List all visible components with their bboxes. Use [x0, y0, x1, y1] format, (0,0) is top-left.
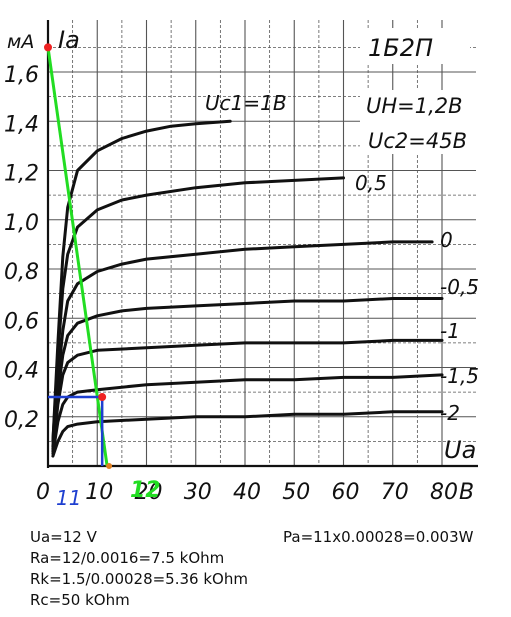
y-tick-label: 0,4 — [4, 359, 39, 384]
y-tick-label: 1,2 — [4, 162, 39, 187]
chart-overlay: 11 12 — [44, 43, 161, 510]
curve-3 — [51, 297, 444, 451]
anode-characteristics-chart: Uc1=1В 0,5 0 -0,5 -1 -1,5 -2 0,2 0,4 0,6 0,8 1,0 1,2… — [4, 20, 479, 510]
curve-label-2: 0 — [440, 228, 453, 252]
y-tick-label: 0,8 — [4, 260, 39, 285]
y-tick-label: 0,2 — [4, 408, 39, 433]
x-tick-label: 10 — [85, 480, 113, 505]
curve-label-6: -2 — [440, 401, 460, 425]
y-tick-label: 1,6 — [4, 63, 39, 88]
x-tick-label: 60 — [332, 480, 360, 505]
curve-0 — [51, 119, 232, 443]
y-unit-label: мА — [7, 31, 34, 53]
note-rc: Rc=50 kOhm — [30, 591, 130, 609]
x-tick-label: 80 — [430, 480, 458, 505]
y-tick-label: 1,4 — [4, 112, 39, 137]
tube-label-bg — [360, 28, 470, 64]
note-pa: Pa=11x0.00028=0.003W — [283, 528, 474, 546]
y-symbol-label: Ia — [58, 26, 80, 54]
params-label-bg — [360, 90, 476, 154]
chart-curves — [51, 119, 444, 458]
note-rk: Rk=1.5/0.00028=5.36 kOhm — [30, 570, 248, 588]
curve-2 — [51, 240, 434, 448]
curve-label-5: -1,5 — [440, 364, 479, 388]
x-symbol-label: Ua — [444, 436, 476, 464]
x-tick-label: 50 — [282, 480, 310, 505]
x-tick-label: 20 — [135, 480, 163, 505]
x-tick-label: 30 — [184, 480, 212, 505]
load-line-top-point — [44, 43, 52, 52]
x-tick-label: 0 — [36, 480, 50, 505]
x-tick-label: 70 — [381, 480, 409, 505]
curve-label-0: Uc1=1В — [205, 91, 287, 115]
y-tick-label: 1,0 — [4, 211, 39, 236]
operating-point-x-label: 11 — [56, 486, 81, 510]
load-line-x-intercept — [106, 463, 113, 469]
tube-label: 1Б2П — [368, 34, 433, 62]
curve-label-3: -0,5 — [440, 275, 479, 299]
note-ua: Ua=12 V — [30, 528, 97, 546]
curve-1 — [51, 176, 345, 443]
screen-note: Uc2=45В — [368, 129, 467, 153]
chart-labels: Uc1=1В 0,5 0 -0,5 -1 -1,5 -2 0,2 0,4 0,6 0,8 1,0 1,2… — [4, 26, 479, 505]
operating-point — [98, 393, 107, 402]
curve-label-1: 0,5 — [355, 171, 387, 195]
chart-grid — [46, 20, 478, 468]
curve-label-4: -1 — [440, 319, 460, 343]
curve-4 — [51, 338, 444, 453]
x-tick-label: 40 — [233, 480, 261, 505]
curve-5 — [51, 373, 444, 456]
note-ra: Ra=12/0.0016=7.5 kOhm — [30, 549, 225, 567]
x-unit-label: В — [459, 480, 474, 505]
curve-6 — [51, 410, 444, 458]
heater-note: UH=1,2В — [366, 94, 463, 118]
load-line-x-label: 12 — [130, 478, 161, 503]
y-tick-label: 0,6 — [4, 309, 39, 334]
